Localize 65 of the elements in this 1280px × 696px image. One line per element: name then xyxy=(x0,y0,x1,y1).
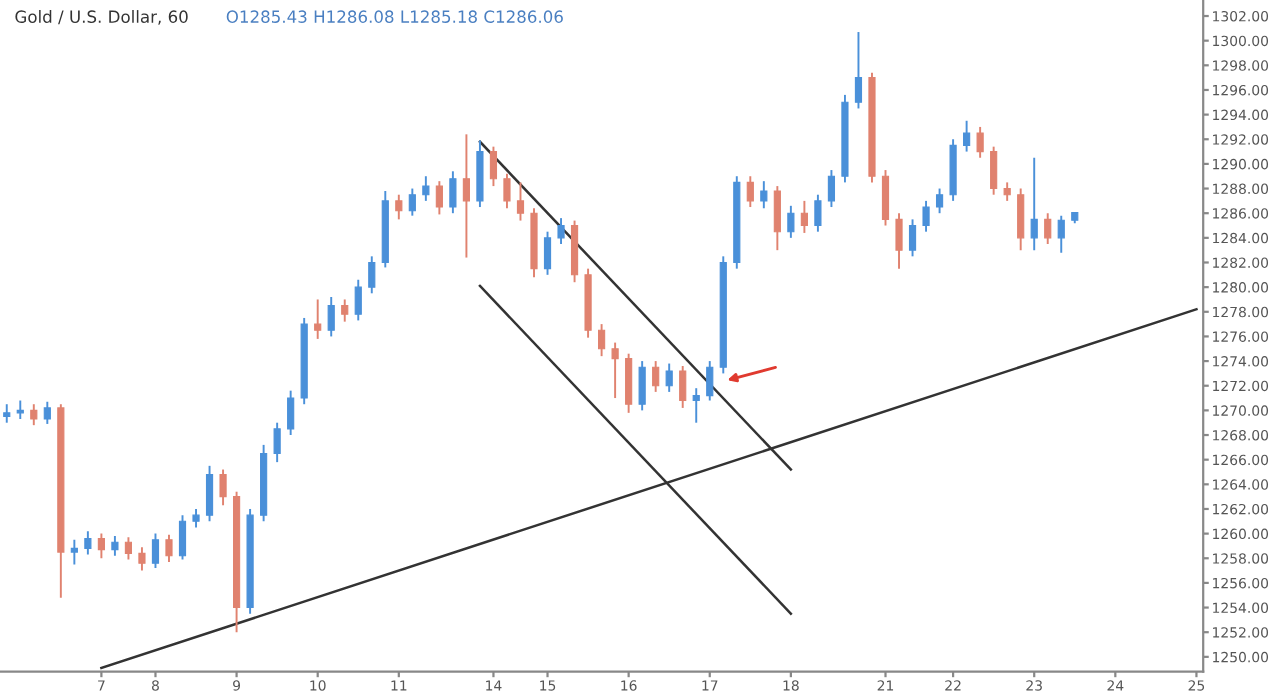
candlestick xyxy=(111,535,119,557)
candlestick xyxy=(1017,187,1025,252)
candlestick xyxy=(395,193,403,221)
candlestick xyxy=(124,536,133,561)
candlestick xyxy=(165,533,173,563)
candlestick xyxy=(935,187,944,215)
candlestick xyxy=(679,365,687,409)
candlestick xyxy=(462,133,471,259)
candlestick xyxy=(151,532,160,570)
text: Gold / U.S. Dollar, 60 xyxy=(15,10,188,25)
candlestick xyxy=(543,230,552,276)
candlestick xyxy=(611,341,619,400)
candlestick xyxy=(652,360,660,393)
candlestick xyxy=(435,180,443,216)
candlestick xyxy=(1030,156,1038,252)
candlestick xyxy=(327,296,335,338)
candlestick xyxy=(963,119,971,153)
candlestick xyxy=(178,514,187,561)
candlestick xyxy=(706,360,714,402)
candlestick xyxy=(368,255,376,295)
candlestick xyxy=(192,508,200,529)
candlestick xyxy=(692,387,700,424)
candlestick xyxy=(314,298,322,340)
candlestick xyxy=(598,323,606,358)
candlestick xyxy=(3,403,11,424)
candlestick xyxy=(625,352,633,414)
candlestick xyxy=(287,389,295,436)
candlestick xyxy=(84,530,92,556)
candlestick xyxy=(976,125,984,159)
candlestick xyxy=(800,199,808,234)
candlestick xyxy=(1057,214,1065,254)
candlestick xyxy=(273,421,281,464)
candlestick xyxy=(827,169,836,209)
candlestick xyxy=(97,532,105,560)
candlestick xyxy=(43,400,51,425)
candlestick xyxy=(557,217,565,245)
candlestick xyxy=(908,218,917,258)
candlestick xyxy=(219,468,227,507)
candlestick xyxy=(516,181,525,222)
candlestick xyxy=(422,175,430,202)
candlestick xyxy=(341,298,349,323)
candlestick xyxy=(503,172,511,210)
candlestick xyxy=(408,187,416,217)
candlestick xyxy=(922,199,930,233)
candlestick xyxy=(760,180,768,210)
candlestick xyxy=(489,145,498,188)
candlestick xyxy=(449,170,457,215)
candlestick xyxy=(1044,212,1052,245)
candlestick xyxy=(70,538,78,566)
candlestick xyxy=(881,169,890,227)
candlestick xyxy=(638,360,646,412)
candlestick xyxy=(205,464,214,523)
candlestick xyxy=(895,212,903,270)
candlestick xyxy=(746,175,754,209)
candlestick xyxy=(665,362,673,393)
candlestick xyxy=(814,193,822,233)
candlestick xyxy=(990,145,998,196)
candlestick xyxy=(787,204,795,239)
candlestick xyxy=(30,403,38,427)
candlestick xyxy=(138,546,146,572)
candlestick xyxy=(854,31,863,110)
candlestick xyxy=(773,185,781,252)
annotation: O1285.43 H1286.08 L1285.18 C1286.06 xyxy=(226,10,563,23)
candlestick xyxy=(354,278,362,322)
candlestick xyxy=(1003,181,1011,202)
